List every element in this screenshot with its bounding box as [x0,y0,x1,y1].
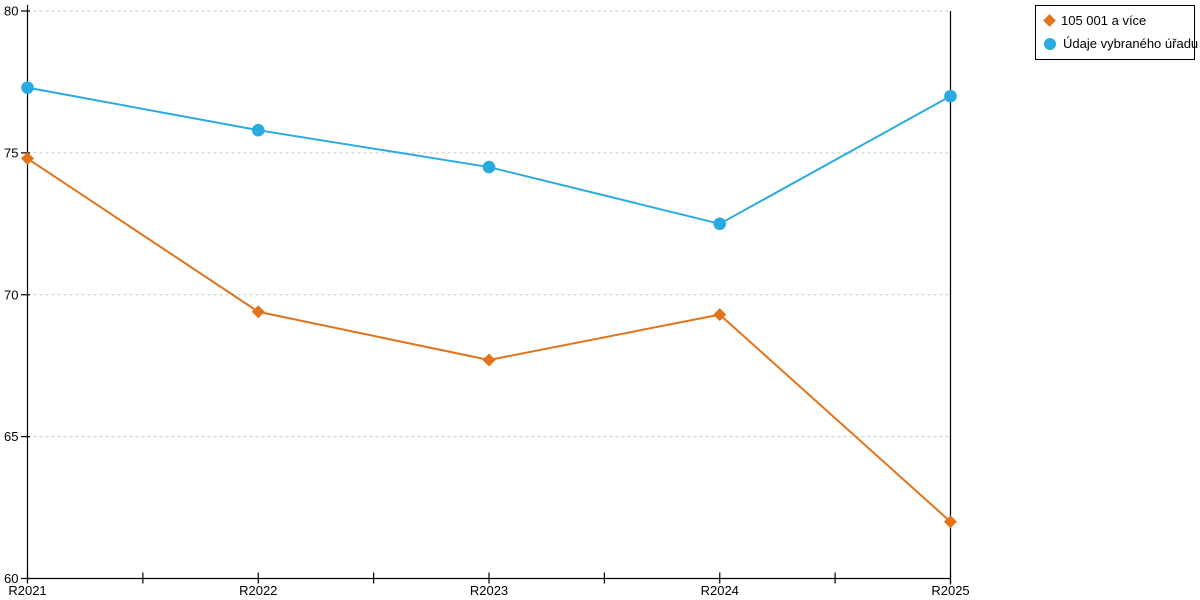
y-tick-label: 60 [4,571,18,586]
y-tick-label: 70 [4,287,18,302]
data-point-circle [944,89,957,103]
data-point-diamond [944,515,957,529]
circle-icon [1044,37,1056,50]
y-tick-label: 80 [4,4,18,19]
legend-item-105001-a-vice: 105 001 a více [1043,13,1186,28]
y-tick-label: 65 [4,429,18,444]
data-point-circle [482,160,496,174]
legend-item-label: Údaje vybraného úřadu [1063,36,1199,51]
diamond-icon [1043,14,1056,27]
x-tick-label: R2023 [470,583,508,598]
gridlines [27,10,951,438]
x-tick-label: R2022 [239,583,277,598]
series-circle [21,81,957,231]
axes: 60 65 70 75 80 R2021 R2022 R2023 R2024 R2025 [4,4,970,599]
x-tick-label: R2025 [931,583,969,598]
x-tick-label: R2021 [8,583,46,598]
series-line [27,86,951,225]
legend: 105 001 a více Údaje vybraného úřadu [1035,5,1198,60]
data-point-circle [21,81,34,94]
series-diamond [21,152,957,529]
data-point-diamond [21,152,34,166]
legend-item-udaje-vybraneho-uradu: Údaje vybraného úřadu [1044,36,1198,51]
x-tick-label: R2024 [701,583,739,598]
data-point-diamond [251,305,265,319]
data-point-diamond [713,308,727,322]
data-point-diamond [482,353,496,367]
data-point-circle [251,123,265,137]
legend-item-label: 105 001 a více [1061,13,1147,28]
series-line [26,157,952,523]
y-tick-label: 75 [4,145,18,160]
data-point-circle [713,217,727,231]
